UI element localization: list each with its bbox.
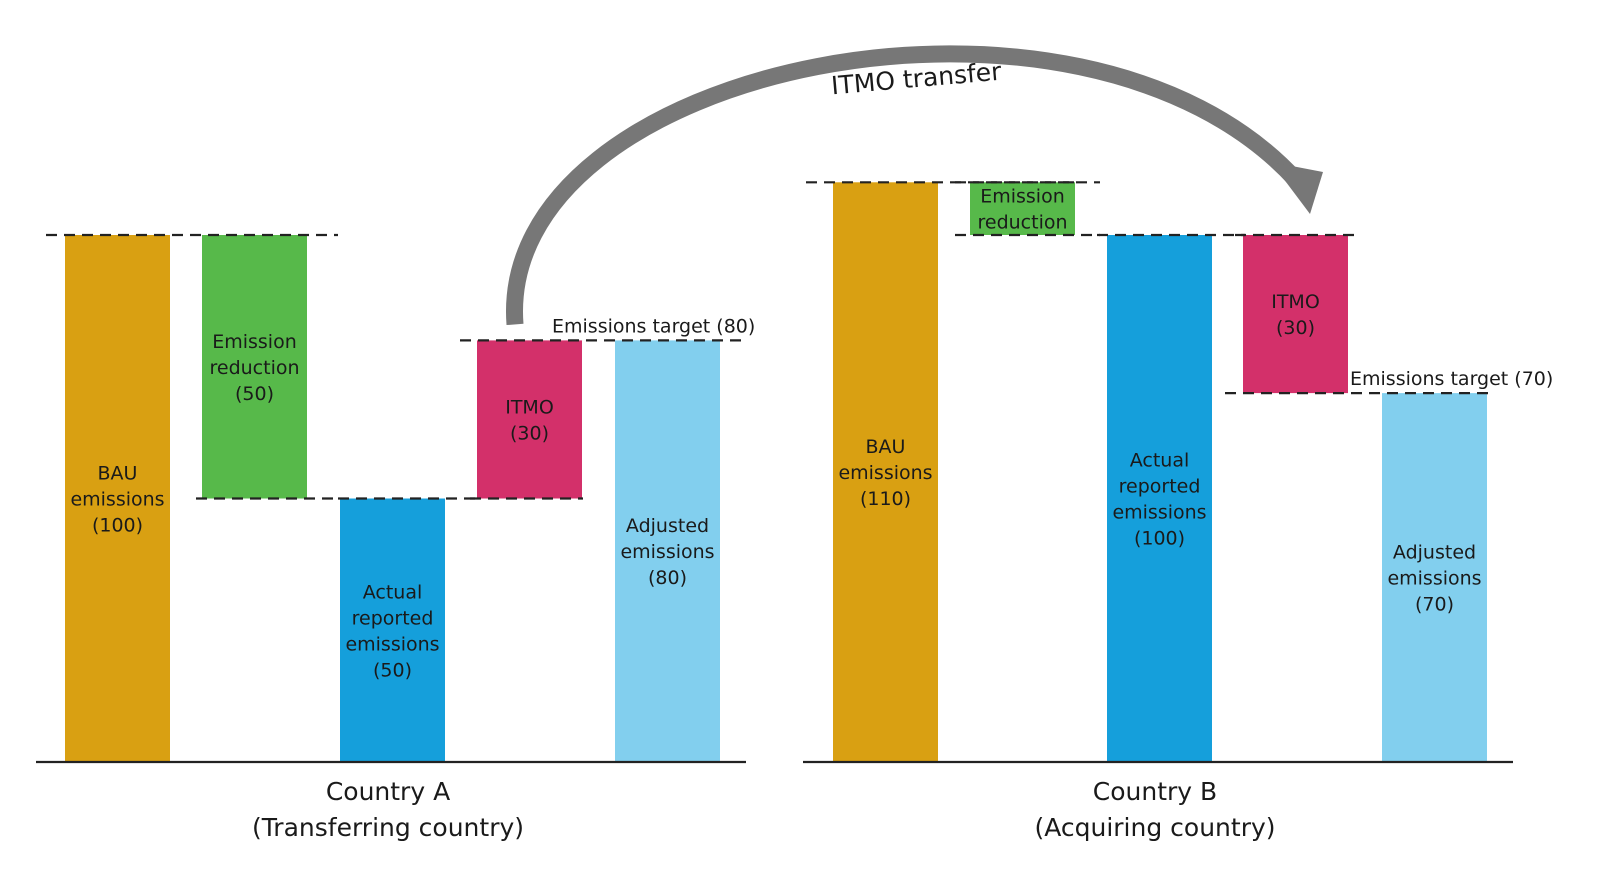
bar-adjusted [615,340,720,762]
bar-label-bau: BAU emissions (110) [838,436,932,510]
bar-label-reduction: Emission reduction (50) [209,331,299,405]
bar-bau [833,182,938,763]
bar-label-actual: Actual reported emissions (100) [1112,450,1206,550]
transfer-arrow-arc [506,45,1303,326]
bar-label-bau: BAU emissions (100) [70,463,164,537]
panel-country-b: BAU emissions (110) Emission reduction Actual… [803,181,1553,842]
bar-itmo [1243,235,1348,394]
bar-label-reduction: Emission reduction [977,186,1067,234]
panel-title: Country A (Transferring country) [252,777,524,842]
bar-actual [1107,235,1212,762]
panels-layer: BAU emissions (100) Emission reduction (50) Ac… [36,181,1553,842]
bar-label-adjusted: Adjusted emissions (80) [620,515,714,589]
transfer-arrow-head [1271,162,1323,214]
bar-label-itmo: ITMO (30) [1271,291,1320,339]
panel-country-a: BAU emissions (100) Emission reduction (50) Ac… [36,233,755,842]
bar-reduction [970,182,1075,235]
bar-reduction [202,235,307,499]
bar-label-actual: Actual reported emissions (50) [345,581,439,681]
bar-label-itmo: ITMO (30) [505,396,554,444]
bar-itmo [477,340,582,499]
bar-bau [65,235,170,762]
panel-title: Country B (Acquiring country) [1034,777,1275,842]
bar-label-adjusted: Adjusted emissions (70) [1387,542,1481,616]
bar-adjusted [1382,393,1487,762]
bar-actual [340,498,445,762]
emissions-target-label: Emissions target (80) [552,315,755,337]
emissions-target-label: Emissions target (70) [1350,368,1553,390]
